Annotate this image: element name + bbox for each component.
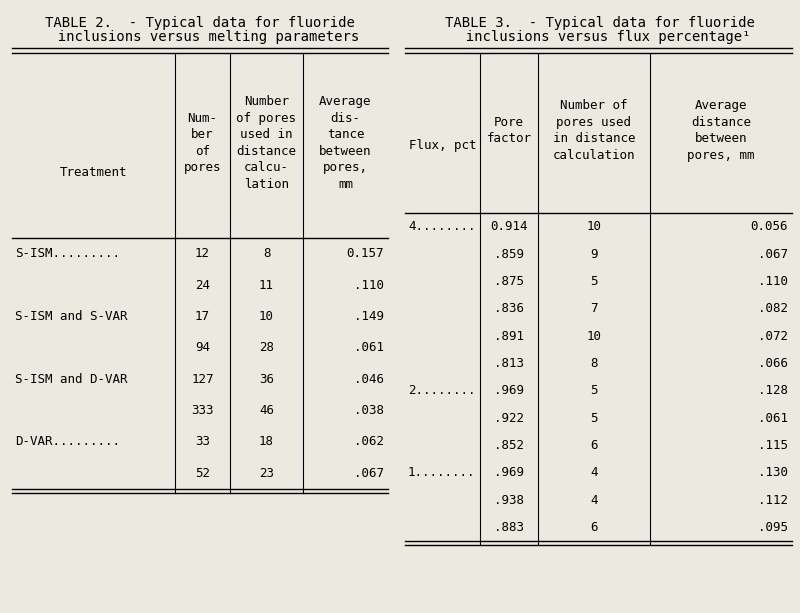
Text: 8: 8 [590,357,598,370]
Text: .938: .938 [494,493,524,506]
Text: .891: .891 [494,330,524,343]
Text: 9: 9 [590,248,598,261]
Text: 4: 4 [590,466,598,479]
Text: .859: .859 [494,248,524,261]
Text: TABLE 2.  - Typical data for fluoride: TABLE 2. - Typical data for fluoride [45,16,355,30]
Text: 94: 94 [195,341,210,354]
Text: .813: .813 [494,357,524,370]
Text: D-VAR.........: D-VAR......... [15,435,120,449]
Text: S-ISM and S-VAR: S-ISM and S-VAR [15,310,127,323]
Text: 6: 6 [590,439,598,452]
Text: Num-
ber
of
pores: Num- ber of pores [184,112,222,174]
Text: .969: .969 [494,384,524,397]
Text: 10: 10 [259,310,274,323]
Text: .067: .067 [354,467,384,480]
Text: 10: 10 [586,330,602,343]
Text: S-ISM and D-VAR: S-ISM and D-VAR [15,373,127,386]
Text: 5: 5 [590,411,598,424]
Text: 17: 17 [195,310,210,323]
Text: .095: .095 [758,521,788,534]
Text: .852: .852 [494,439,524,452]
Text: 36: 36 [259,373,274,386]
Text: .149: .149 [354,310,384,323]
Text: 23: 23 [259,467,274,480]
Text: 18: 18 [259,435,274,449]
Text: 333: 333 [191,404,214,417]
Text: .130: .130 [758,466,788,479]
Text: .883: .883 [494,521,524,534]
Text: 0.056: 0.056 [750,220,788,233]
Text: 4........: 4........ [408,220,475,233]
Text: 10: 10 [586,220,602,233]
Text: 52: 52 [195,467,210,480]
Text: .061: .061 [758,411,788,424]
Text: TABLE 3.  - Typical data for fluoride: TABLE 3. - Typical data for fluoride [445,16,755,30]
Text: .969: .969 [494,466,524,479]
Text: 24: 24 [195,278,210,292]
Text: .062: .062 [354,435,384,449]
Text: .082: .082 [758,302,788,315]
Text: 11: 11 [259,278,274,292]
Text: .922: .922 [494,411,524,424]
Text: 6: 6 [590,521,598,534]
Text: 46: 46 [259,404,274,417]
Text: .046: .046 [354,373,384,386]
Text: 12: 12 [195,247,210,260]
Text: Number
of pores
used in
distance
calcu-
lation: Number of pores used in distance calcu- … [237,95,297,191]
Text: .875: .875 [494,275,524,288]
Text: S-ISM.........: S-ISM......... [15,247,120,260]
Text: Pore
factor: Pore factor [486,116,531,145]
Text: 2........: 2........ [408,384,475,397]
Text: Treatment: Treatment [60,167,127,180]
Text: .038: .038 [354,404,384,417]
Text: inclusions versus melting parameters: inclusions versus melting parameters [41,30,359,44]
Text: 8: 8 [262,247,270,260]
Text: 5: 5 [590,384,598,397]
Text: 28: 28 [259,341,274,354]
Text: .061: .061 [354,341,384,354]
Text: .067: .067 [758,248,788,261]
Text: .836: .836 [494,302,524,315]
Text: 127: 127 [191,373,214,386]
Text: .066: .066 [758,357,788,370]
Text: Flux, pct: Flux, pct [409,139,476,152]
Text: 5: 5 [590,275,598,288]
Text: 0.157: 0.157 [346,247,384,260]
Text: .115: .115 [758,439,788,452]
Text: 0.914: 0.914 [490,220,528,233]
Text: 4: 4 [590,493,598,506]
Text: .072: .072 [758,330,788,343]
Text: .110: .110 [758,275,788,288]
Text: 1........: 1........ [408,466,475,479]
Text: .110: .110 [354,278,384,292]
Text: .128: .128 [758,384,788,397]
Text: Average
distance
between
pores, mm: Average distance between pores, mm [687,99,754,162]
Text: 7: 7 [590,302,598,315]
Text: 33: 33 [195,435,210,449]
Text: Number of
pores used
in distance
calculation: Number of pores used in distance calcula… [553,99,635,162]
Text: Average
dis-
tance
between
pores,
mm: Average dis- tance between pores, mm [319,95,372,191]
Text: inclusions versus flux percentage¹: inclusions versus flux percentage¹ [450,30,750,44]
Text: .112: .112 [758,493,788,506]
